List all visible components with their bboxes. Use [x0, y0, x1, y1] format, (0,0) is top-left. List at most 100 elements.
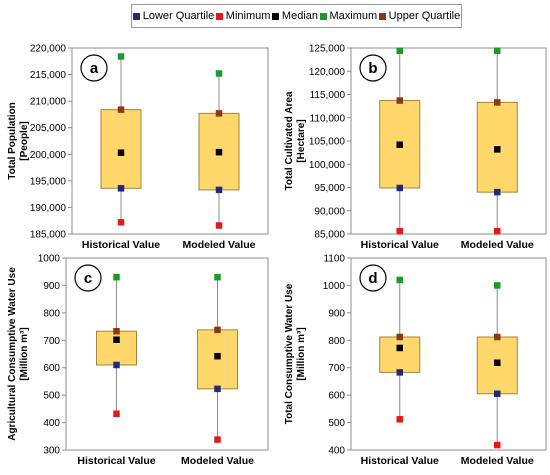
median-marker: [396, 141, 403, 148]
legend-label: Upper Quartile: [388, 10, 461, 22]
y-tick-label: 500: [43, 391, 60, 402]
x-category-label: Historical Value: [82, 239, 160, 251]
y-axis-label-line: [People]: [19, 121, 30, 160]
upper-quartile-marker: [494, 99, 501, 106]
y-tick-label: 300: [43, 446, 60, 457]
iqr-box: [96, 330, 137, 366]
maximum-marker: [396, 47, 403, 55]
upper-quartile-swatch: [378, 12, 386, 20]
panel-letter: d: [368, 270, 377, 287]
maximum-marker: [396, 276, 403, 284]
y-axis-label: Total Consumptive Water Use[Million m³]: [284, 283, 307, 424]
y-tick-label: 205,000: [30, 123, 67, 134]
y-tick-label: 190,000: [30, 203, 67, 214]
y-tick-label: 800: [43, 308, 60, 319]
legend-item-lower-quartile: Lower Quartile: [132, 10, 215, 22]
y-axis-label-line: [Million m³]: [19, 327, 30, 380]
y-axis-label-line: [Million m³]: [296, 327, 307, 380]
y-axis-label-line: Agricultural Consumptive Water Use: [7, 267, 18, 441]
plot-frame: [350, 257, 547, 451]
maximum-marker: [117, 53, 125, 60]
maximum-swatch: [319, 12, 327, 20]
y-tick-label: 700: [43, 336, 60, 347]
y-tick-label: 105,000: [309, 137, 346, 148]
minimum-marker: [113, 410, 120, 418]
chart-legend: Lower Quartile Minimum Median Maximum Up…: [131, 4, 462, 28]
iqr-box: [379, 100, 421, 189]
y-tick-label: 1100: [323, 254, 345, 265]
y-tick-label: 220,000: [30, 44, 67, 55]
lower-quartile-marker: [494, 188, 501, 196]
lower-quartile-marker: [396, 184, 403, 192]
y-axis-label-line: [Hectare]: [296, 119, 307, 162]
y-tick-label: 1000: [323, 281, 346, 292]
iqr-box: [100, 109, 142, 189]
plot-frame: [65, 257, 269, 451]
lower-quartile-swatch: [132, 12, 140, 20]
median-marker: [494, 146, 501, 153]
y-tick-label: 900: [43, 281, 60, 292]
y-axis-label-line: Total Population: [7, 102, 18, 180]
lower-quartile-marker: [494, 390, 501, 398]
median-swatch: [271, 12, 279, 20]
y-tick-label: 1000: [38, 254, 61, 265]
y-tick-label: 800: [328, 336, 345, 347]
minimum-marker: [396, 227, 403, 235]
maximum-marker: [215, 70, 223, 77]
y-tick-label: 700: [328, 363, 345, 374]
x-category-label: Modeled Value: [461, 455, 534, 467]
upper-quartile-marker: [396, 97, 403, 104]
y-tick-label: 110,000: [310, 113, 346, 124]
panel-badge: [74, 264, 102, 292]
y-tick-label: 85,000: [314, 230, 345, 241]
y-axis-label: Agricultural Consumptive Water Use[Milli…: [7, 267, 30, 441]
legend-label: Lower Quartile: [142, 10, 215, 22]
upper-quartile-marker: [494, 333, 501, 341]
maximum-marker: [113, 273, 120, 281]
panel-badge: [359, 264, 387, 292]
y-tick-label: 90,000: [314, 206, 345, 217]
median-marker: [494, 359, 501, 367]
median-marker: [113, 336, 120, 343]
y-tick-label: 185,000: [30, 230, 67, 241]
median-marker: [214, 352, 221, 360]
legend-label: Median: [281, 10, 318, 22]
lower-quartile-marker: [214, 385, 221, 393]
y-tick-label: 400: [43, 418, 60, 429]
x-category-label: Modeled Value: [461, 239, 534, 251]
maximum-marker: [214, 273, 221, 281]
median-marker: [396, 344, 403, 352]
y-tick-label: 120,000: [309, 67, 346, 78]
legend-label: Minimum: [225, 10, 271, 22]
y-axis-label: Total Population[People]: [7, 102, 30, 180]
panel-badge: [80, 54, 108, 82]
y-tick-label: 95,000: [314, 183, 345, 194]
legend-label: Maximum: [329, 10, 378, 22]
panel-letter: a: [90, 60, 99, 77]
y-tick-label: 400: [328, 446, 345, 457]
legend-item-maximum: Maximum: [319, 10, 378, 22]
plot-frame: [71, 47, 269, 235]
y-axis-label-line: Total Consumptive Water Use: [284, 283, 295, 424]
y-tick-label: 215,000: [30, 70, 67, 81]
minimum-marker: [494, 441, 501, 449]
y-tick-label: 100,000: [309, 160, 346, 171]
upper-quartile-marker: [396, 333, 403, 341]
x-category-label: Modeled Value: [183, 239, 256, 251]
upper-quartile-marker: [117, 106, 125, 113]
y-axis-label: Total Cultivated Area[Hectare]: [284, 91, 307, 190]
minimum-marker: [117, 219, 125, 226]
minimum-marker: [215, 222, 223, 229]
x-category-label: Historical Value: [361, 239, 439, 251]
lower-quartile-marker: [215, 186, 223, 194]
y-axis-label-line: Total Cultivated Area: [284, 91, 295, 190]
y-tick-label: 600: [328, 391, 345, 402]
y-tick-label: 210,000: [30, 97, 67, 108]
iqr-box: [379, 336, 421, 373]
minimum-marker: [494, 227, 501, 235]
minimum-marker: [214, 436, 221, 443]
y-tick-label: 125,000: [309, 44, 346, 55]
minimum-marker: [396, 416, 403, 423]
legend-item-minimum: Minimum: [215, 10, 271, 22]
